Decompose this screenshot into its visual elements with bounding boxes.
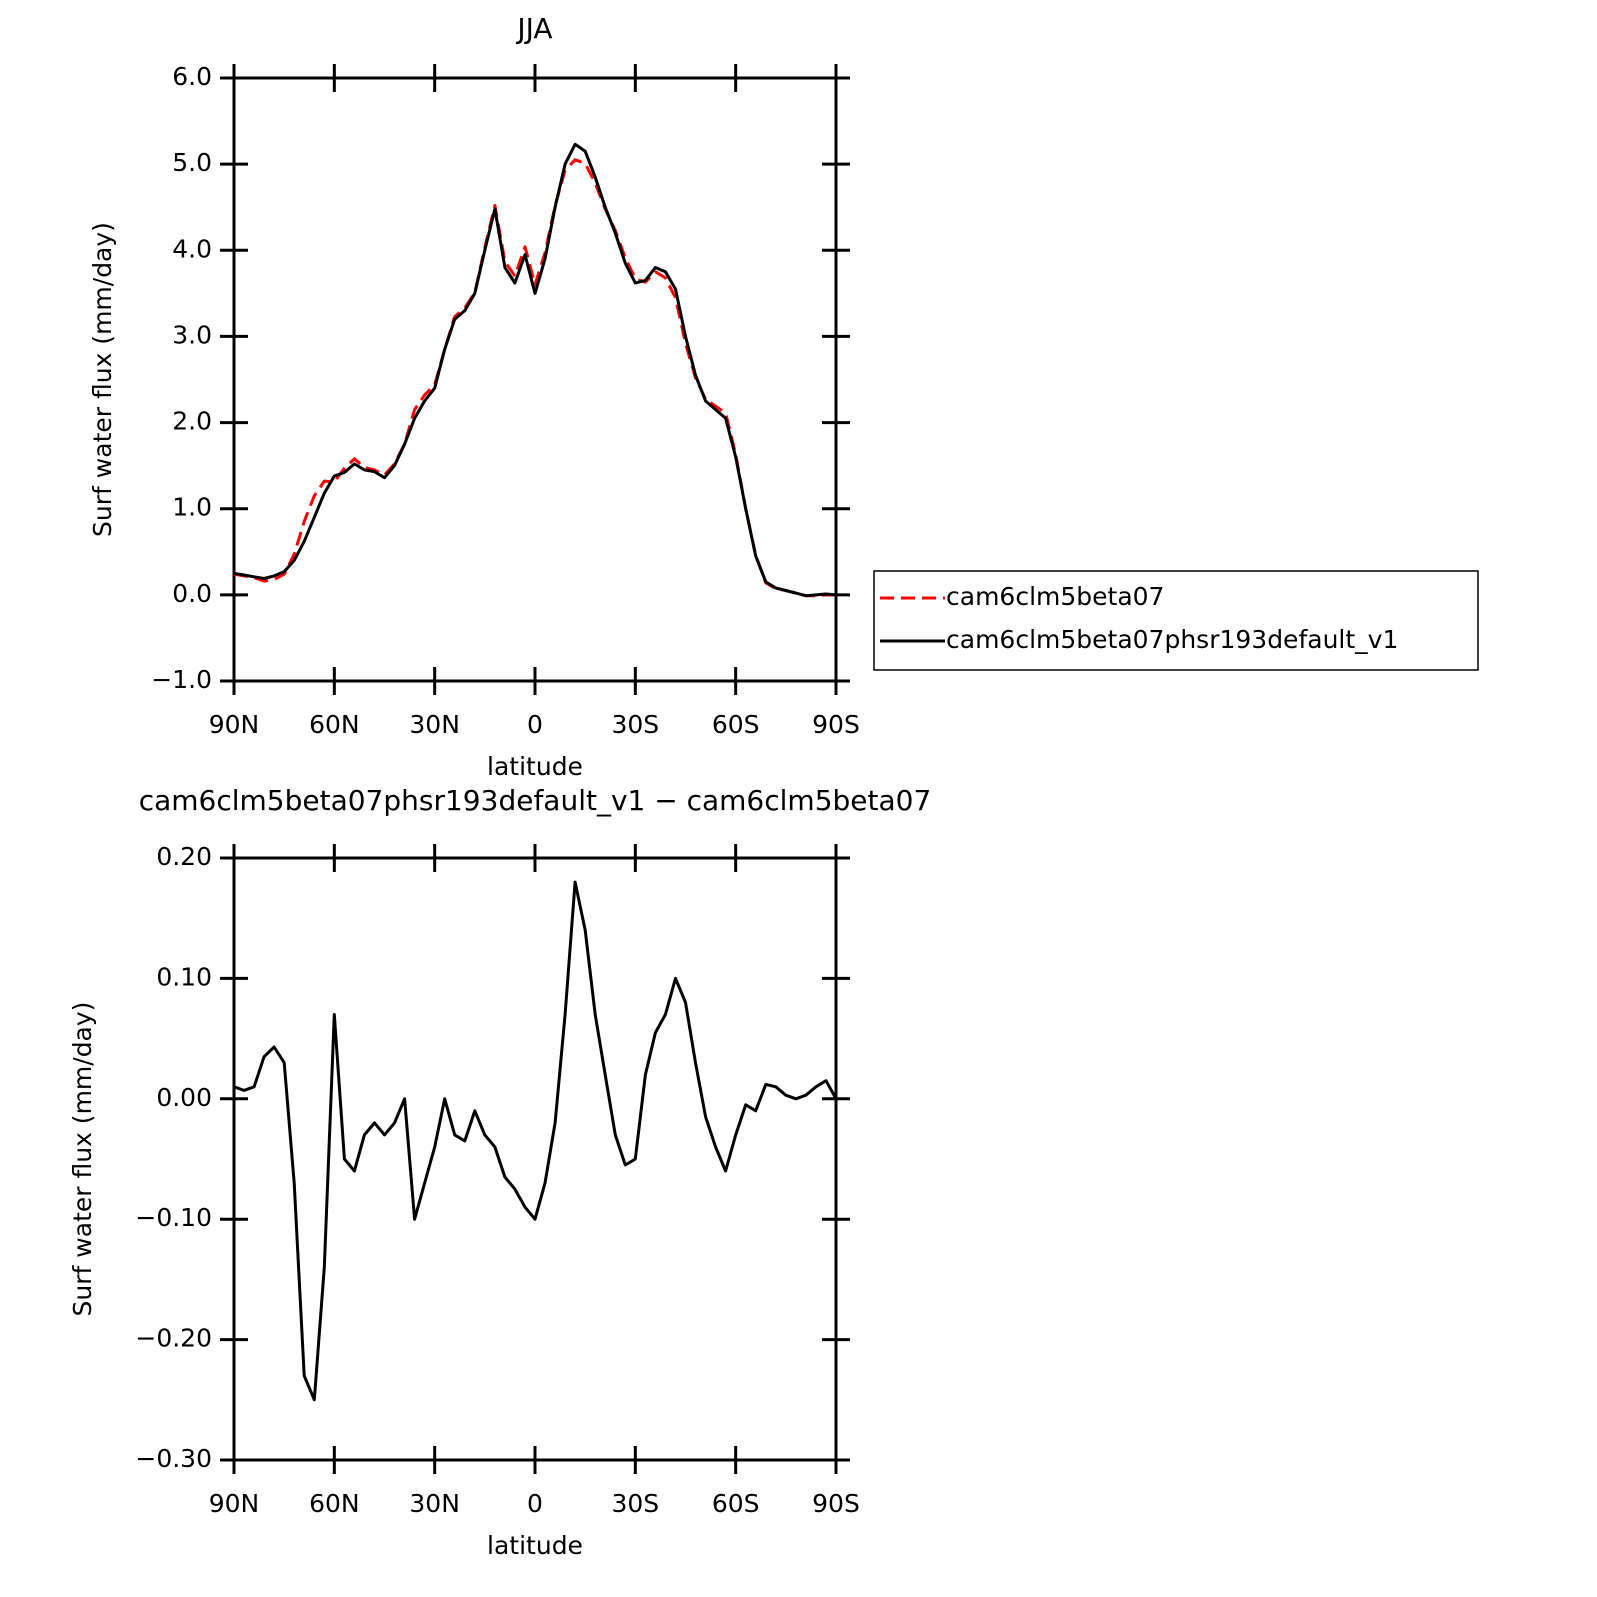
y-tick-label: 0.00 bbox=[156, 1083, 212, 1112]
y-tick-label: 3.0 bbox=[172, 320, 212, 349]
y-tick-label: −1.0 bbox=[151, 665, 212, 694]
y-axis-label: Surf water flux (mm/day) bbox=[88, 222, 117, 537]
x-tick-label: 30N bbox=[409, 710, 460, 739]
plot-frame bbox=[232, 76, 838, 683]
x-tick-label: 30N bbox=[409, 1489, 460, 1518]
x-tick-label: 0 bbox=[527, 1489, 543, 1518]
series-line bbox=[233, 158, 836, 598]
plot-frame bbox=[232, 856, 838, 1462]
y-tick-label: 2.0 bbox=[172, 407, 212, 436]
y-tick-label: 6.0 bbox=[172, 62, 212, 91]
x-tick-label: 30S bbox=[611, 710, 659, 739]
chart-title: JJA bbox=[515, 12, 552, 45]
y-tick-label: −0.30 bbox=[135, 1444, 212, 1473]
series-line bbox=[233, 880, 838, 1402]
y-tick-label: 1.0 bbox=[172, 493, 212, 522]
x-tick-label: 90S bbox=[812, 1489, 860, 1518]
legend-label: cam6clm5beta07phsr193default_v1 bbox=[946, 625, 1398, 654]
x-tick-label: 90S bbox=[812, 710, 860, 739]
x-tick-label: 0 bbox=[527, 710, 543, 739]
x-tick-label: 60S bbox=[712, 1489, 760, 1518]
y-tick-label: 0.0 bbox=[172, 579, 212, 608]
x-axis-label: latitude bbox=[487, 1531, 583, 1560]
x-tick-label: 90N bbox=[209, 710, 260, 739]
y-tick-label: 5.0 bbox=[172, 148, 212, 177]
y-tick-label: 4.0 bbox=[172, 234, 212, 263]
y-tick-label: 0.20 bbox=[156, 842, 212, 871]
y-tick-label: −0.20 bbox=[135, 1324, 212, 1353]
x-tick-label: 90N bbox=[209, 1489, 260, 1518]
x-tick-label: 60N bbox=[309, 1489, 360, 1518]
series-line bbox=[233, 142, 837, 598]
x-tick-label: 60S bbox=[712, 710, 760, 739]
y-tick-label: −0.10 bbox=[135, 1203, 212, 1232]
x-tick-label: 60N bbox=[309, 710, 360, 739]
x-tick-label: 30S bbox=[611, 1489, 659, 1518]
chart-title: cam6clm5beta07phsr193default_v1 − cam6cl… bbox=[139, 784, 932, 817]
y-axis-label: Surf water flux (mm/day) bbox=[68, 1002, 97, 1317]
legend-label: cam6clm5beta07 bbox=[946, 582, 1164, 611]
x-axis-label: latitude bbox=[487, 752, 583, 781]
y-tick-label: 0.10 bbox=[156, 962, 212, 991]
legend-box bbox=[873, 570, 1479, 671]
